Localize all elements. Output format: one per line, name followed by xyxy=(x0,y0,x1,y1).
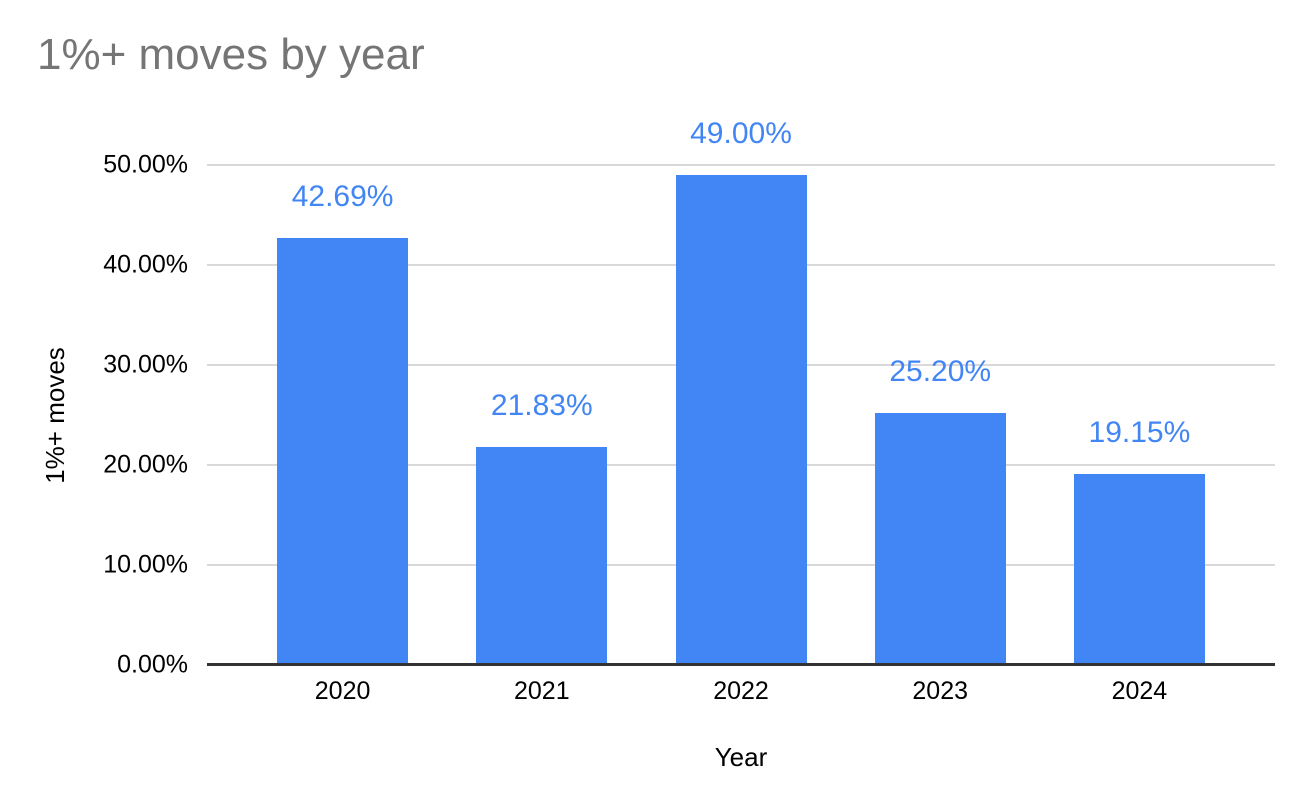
x-axis-title: Year xyxy=(714,742,768,772)
gridline xyxy=(207,164,1275,166)
bars-layer: 42.69% 21.83% 49.00% 25.20% 19.15% xyxy=(207,117,1275,665)
bar xyxy=(874,413,1006,665)
x-tick-label: 2024 xyxy=(1111,677,1168,705)
y-tick-label: 30.00% xyxy=(103,350,188,379)
bar-slot: 19.15% xyxy=(1040,165,1239,665)
x-axis-ticks: 2020 2021 2022 2023 2024 xyxy=(207,677,1275,706)
bar-value-label: 25.20% xyxy=(889,355,992,388)
y-tick-label: 20.00% xyxy=(103,450,188,479)
y-axis-title: 1%+ moves xyxy=(28,165,82,665)
y-axis-title-text: 1%+ moves xyxy=(39,346,70,484)
bar xyxy=(476,446,608,665)
bar-value-label: 21.83% xyxy=(490,388,593,422)
y-tick-label: 10.00% xyxy=(103,550,188,579)
bar xyxy=(1073,473,1205,665)
bar-slot: 42.69% xyxy=(243,165,442,665)
x-tick-label: 2021 xyxy=(513,677,570,705)
x-axis-line xyxy=(207,663,1275,666)
x-tick-label: 2020 xyxy=(314,677,371,705)
bar-value-label: 19.15% xyxy=(1088,415,1191,449)
bar-value-label: 49.00% xyxy=(690,117,792,150)
bar-slot: 25.20% xyxy=(841,165,1040,665)
x-tick-label: 2022 xyxy=(713,677,769,705)
y-tick-label: 50.00% xyxy=(103,150,188,179)
x-tick-label: 2023 xyxy=(912,677,969,705)
bar-value-label: 42.69% xyxy=(291,180,394,214)
bar xyxy=(277,238,409,665)
chart-title: 1%+ moves by year xyxy=(37,30,425,79)
y-tick-label: 40.00% xyxy=(103,250,188,279)
plot-area: 0.00% 10.00% 20.00% 30.00% 40.00% 50.00% 42.6… xyxy=(103,117,1275,705)
bar-slot: 49.00% xyxy=(641,117,840,665)
y-tick-label: 0.00% xyxy=(117,650,188,679)
bar-slot: 21.83% xyxy=(442,165,641,665)
bar xyxy=(675,175,807,665)
